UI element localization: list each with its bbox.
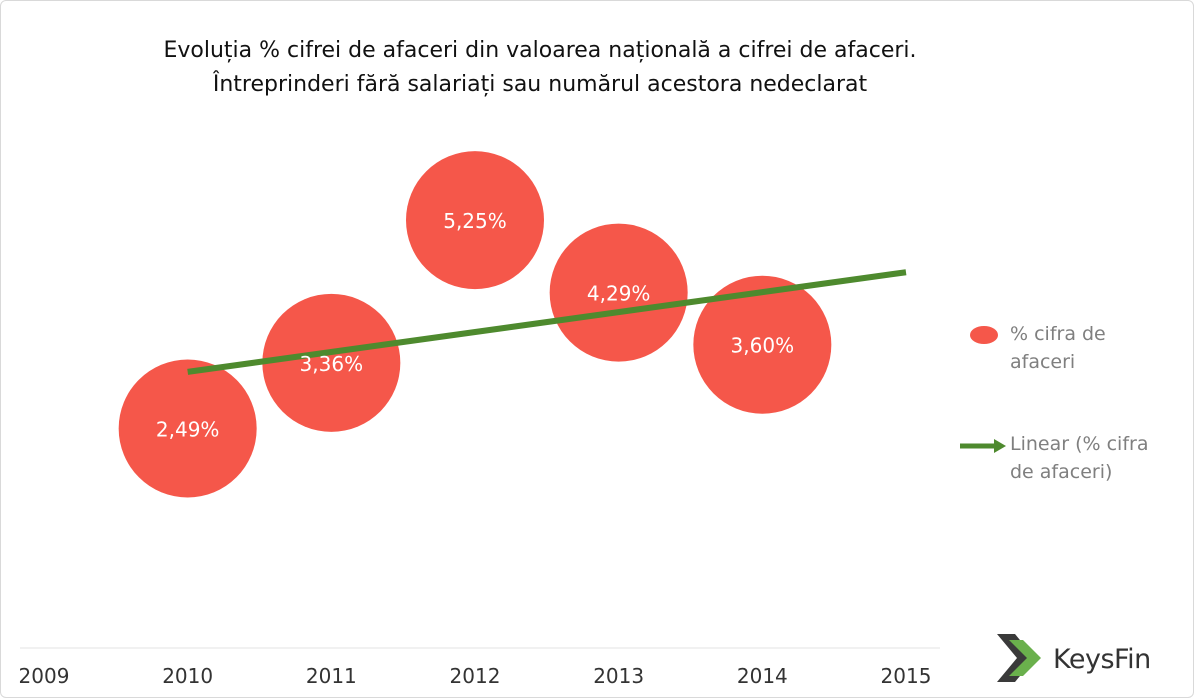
legend-trendline-marker [960, 439, 1006, 453]
chart-title-line2: Întreprinderi fără salariați sau numărul… [212, 72, 868, 97]
x-tick-2015: 2015 [881, 664, 932, 688]
legend-label-trendline-line2: de afaceri) [1010, 461, 1113, 483]
bubble-2011 [262, 293, 401, 432]
bubble-2010 [118, 359, 257, 498]
logo-text: KeysFin [1053, 644, 1151, 675]
x-tick-2010: 2010 [162, 664, 213, 688]
chevron-logo-icon [997, 634, 1041, 682]
bubble-2014 [693, 275, 832, 414]
x-tick-2011: 2011 [306, 664, 357, 688]
data-label-2013: 4,29% [587, 282, 651, 306]
bubble-2012 [406, 151, 544, 290]
bubble-series [118, 151, 832, 498]
x-tick-labels: 2009 2010 2011 2012 2013 2014 2015 [19, 664, 932, 688]
x-tick-2014: 2014 [737, 664, 788, 688]
legend-label-bubbles-line2: afaceri [1010, 351, 1076, 373]
chart-title-line1: Evoluția % cifrei de afaceri din valoare… [163, 38, 917, 63]
data-label-2014: 3,60% [731, 334, 795, 358]
data-label-2012: 5,25% [443, 209, 507, 233]
x-tick-2012: 2012 [450, 664, 501, 688]
data-label-2011: 3,36% [300, 352, 364, 376]
data-labels: 2,49% 3,36% 5,25% 4,29% 3,60% [156, 209, 794, 441]
x-tick-2013: 2013 [593, 664, 644, 688]
legend-bubble-marker [970, 326, 998, 344]
keysfin-logo: KeysFin [995, 630, 1185, 690]
trendline [187, 269, 907, 375]
legend-label-bubbles-line1: % cifra de [1010, 323, 1106, 345]
data-label-2010: 2,49% [156, 418, 220, 442]
x-tick-2009: 2009 [19, 664, 70, 688]
bubble-2013 [549, 223, 688, 362]
legend-label-trendline-line1: Linear (% cifra [1010, 433, 1149, 455]
